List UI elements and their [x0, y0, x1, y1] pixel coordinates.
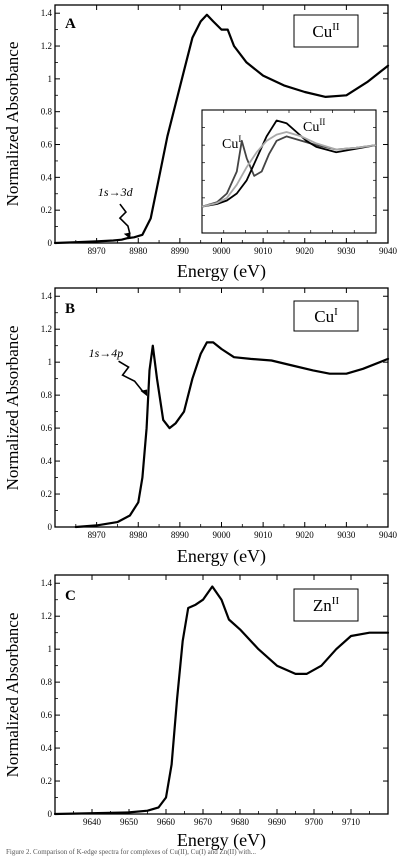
inset-label-element: Cu [303, 120, 319, 135]
chart-panel-a: 8970 8980 8990 9000 9010 9020 9030 9040 0 0.2 0.4 0… [3, 4, 398, 282]
badge-element: Zn [313, 596, 332, 615]
x-tick-label: 8970 [88, 530, 107, 540]
x-tick-label: 9000 [213, 530, 232, 540]
annotation-label: 1s→3d [98, 185, 134, 199]
y-tick-label: 0 [48, 809, 53, 819]
x-tick-label: 8970 [88, 246, 107, 256]
inset-spectrum-line [201, 119, 377, 208]
y-tick-label: 0.6 [41, 140, 53, 150]
badge-superscript: I [334, 306, 338, 318]
inset-label-superscript: I [238, 134, 241, 144]
y-tick-label: 0.6 [41, 423, 53, 433]
panel-label: B [65, 301, 75, 317]
oxidation-state-badge [293, 588, 359, 622]
oxidation-state-badge [293, 14, 359, 48]
badge-element: Cu [312, 22, 332, 41]
y-tick-label: 1.2 [41, 611, 52, 621]
annotation-label: 1s→4p [89, 346, 124, 360]
y-tick-label: 1.4 [41, 8, 53, 18]
x-tick-label: 9700 [305, 817, 324, 827]
y-tick-label: 0.8 [41, 107, 53, 117]
y-tick-label: 0.8 [41, 390, 53, 400]
x-tick-label: 9710 [342, 817, 361, 827]
x-tick-label: 9680 [231, 817, 250, 827]
x-axis-label: Energy (eV) [177, 546, 266, 567]
chart-panel-b: 8970 8980 8990 9000 9010 9020 9030 9040 0 0.2 0.4 0… [3, 287, 398, 567]
badge-label: CuII [312, 21, 340, 41]
panel-label: A [65, 16, 76, 32]
y-tick-label: 1.4 [41, 578, 53, 588]
inset-label: CuI [222, 134, 241, 152]
y-tick-label: 1.2 [41, 41, 52, 51]
y-tick-label: 0.4 [41, 456, 53, 466]
annotation-arrowhead [123, 232, 131, 240]
y-tick-label: 0 [48, 238, 53, 248]
y-tick-label: 0.8 [41, 677, 53, 687]
y-tick-label: 0.2 [41, 489, 52, 499]
x-tick-label: 9010 [254, 246, 273, 256]
x-tick-label: 9690 [268, 817, 287, 827]
spectrum-line [53, 585, 390, 816]
y-tick-label: 0.2 [41, 205, 52, 215]
x-tick-label: 9660 [157, 817, 176, 827]
x-tick-label: 8980 [129, 246, 148, 256]
y-axis-label: Normalized Absorbance [3, 326, 22, 491]
x-tick-label: 9000 [213, 246, 232, 256]
x-tick-label: 9040 [379, 530, 398, 540]
y-axis-label: Normalized Absorbance [3, 613, 22, 778]
y-tick-label: 1 [48, 644, 53, 654]
x-tick-label: 8980 [129, 530, 148, 540]
x-tick-label: 9040 [379, 246, 398, 256]
y-tick-label: 1.4 [41, 291, 53, 301]
x-axis-label: Energy (eV) [177, 261, 266, 282]
x-tick-label: 9020 [296, 246, 315, 256]
inset-label-element: Cu [222, 137, 238, 152]
inset-label: CuII [303, 117, 325, 135]
spectrum-line [53, 13, 390, 245]
badge-label: CuI [314, 306, 338, 326]
annotation-arrow [118, 203, 131, 235]
annotation-arrow [118, 360, 144, 392]
x-tick-label: 9020 [296, 530, 315, 540]
inset-spectrum-line [201, 131, 377, 208]
y-tick-label: 1 [48, 74, 53, 84]
badge-element: Cu [314, 307, 334, 326]
y-tick-label: 0 [48, 522, 53, 532]
x-tick-label: 8990 [171, 246, 190, 256]
badge-superscript: II [332, 21, 340, 33]
x-tick-label: 9030 [337, 530, 356, 540]
y-tick-label: 0.4 [41, 743, 53, 753]
x-tick-label: 9670 [194, 817, 213, 827]
x-tick-label: 9650 [120, 817, 139, 827]
x-tick-label: 9030 [337, 246, 356, 256]
y-tick-label: 0.4 [41, 172, 53, 182]
panel-label: C [65, 588, 76, 604]
chart-panel-c: 9640 9650 9660 9670 9680 9690 9700 9710 0 0.2 0.4 0… [3, 574, 390, 851]
badge-label: ZnII [313, 595, 340, 615]
inset-label-superscript: II [319, 117, 325, 127]
y-tick-label: 1.2 [41, 324, 52, 334]
annotation-arrowhead [140, 389, 148, 397]
x-tick-label: 9010 [254, 530, 273, 540]
x-tick-label: 9640 [83, 817, 102, 827]
inset-frame [201, 109, 377, 234]
x-axis-label: Energy (eV) [177, 830, 266, 851]
badge-superscript: II [332, 595, 340, 607]
x-tick-label: 8990 [171, 530, 190, 540]
oxidation-state-badge [293, 300, 359, 332]
spectrum-line [74, 341, 390, 529]
figure-caption: Figure 2. Comparison of K-edge spectra f… [6, 848, 256, 856]
y-tick-label: 0.2 [41, 776, 52, 786]
y-tick-label: 0.6 [41, 710, 53, 720]
y-axis-label: Normalized Absorbance [3, 42, 22, 207]
y-tick-label: 1 [48, 357, 53, 367]
